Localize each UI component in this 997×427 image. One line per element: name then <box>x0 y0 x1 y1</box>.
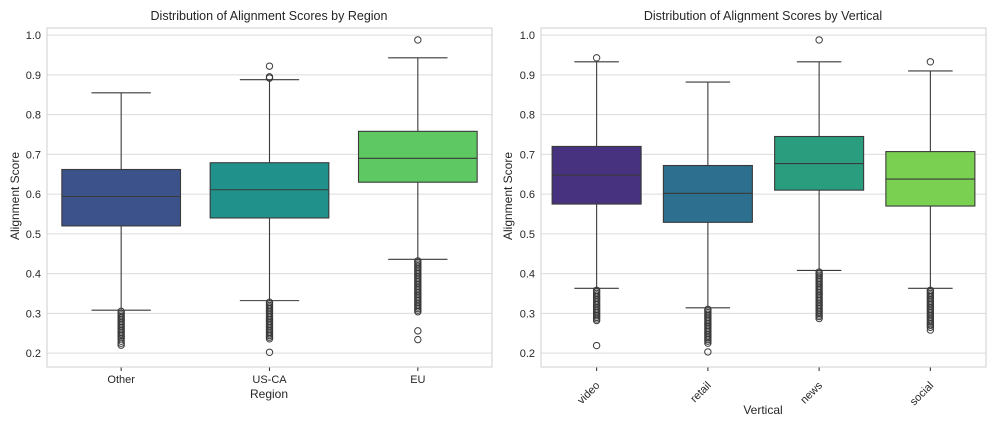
outlier-point <box>117 341 125 349</box>
x-tick-label: retail <box>688 380 713 405</box>
iqr-box <box>209 162 330 219</box>
x-tick-label: video <box>575 380 602 407</box>
x-tick-label: US-CA <box>252 374 287 386</box>
outlier-point <box>265 73 274 81</box>
vertical-boxplot-panel: Distribution of Alignment Scores by Vert… <box>501 9 987 417</box>
outlier-point <box>265 335 274 343</box>
y-tick-label: 0.8 <box>26 110 41 122</box>
outlier-point <box>414 327 422 335</box>
y-tick-label: 0.3 <box>26 308 41 320</box>
vertical-x-axis-label: Vertical <box>743 403 782 417</box>
box-social <box>885 58 976 334</box>
iqr-box <box>662 164 753 223</box>
y-tick-label: 1.0 <box>26 30 41 42</box>
outlier-point <box>414 308 422 316</box>
box-Other <box>61 92 182 349</box>
outlier-point <box>926 321 935 329</box>
x-tick-label: Other <box>107 374 135 386</box>
box-US-CA <box>209 62 330 356</box>
y-tick-label: 0.4 <box>26 269 41 281</box>
x-tick-label: news <box>798 379 825 406</box>
outlier-point <box>414 335 422 344</box>
box-retail <box>662 81 753 356</box>
y-tick-label: 0.5 <box>26 229 41 241</box>
outlier-point <box>926 323 935 331</box>
outlier-point <box>704 339 712 347</box>
outlier-point <box>926 58 935 66</box>
region-boxplot-panel: Distribution of Alignment Scores by Regi… <box>8 9 493 401</box>
outlier-point <box>592 316 601 325</box>
outlier-point <box>592 341 601 350</box>
y-tick-label: 0.4 <box>520 269 535 281</box>
y-tick-label: 0.3 <box>520 308 535 320</box>
region-plot-frame <box>46 27 493 368</box>
box-video <box>551 54 642 350</box>
y-tick-label: 0.2 <box>520 348 535 360</box>
box-news <box>774 36 865 323</box>
box-EU <box>357 36 478 344</box>
vertical-y-axis-label: Alignment Score <box>501 152 515 240</box>
outlier-point <box>815 312 823 321</box>
outlier-point <box>117 337 125 345</box>
region-y-axis-label: Alignment Score <box>8 152 22 240</box>
iqr-box <box>357 130 478 183</box>
outlier-point <box>815 36 823 44</box>
y-tick-label: 0.6 <box>520 189 535 201</box>
y-tick-label: 0.8 <box>520 110 535 122</box>
y-tick-label: 0.6 <box>26 189 41 201</box>
outlier-point <box>926 326 935 334</box>
y-tick-label: 0.7 <box>520 149 535 161</box>
region-x-axis-label: Region <box>250 387 288 401</box>
y-tick-label: 0.7 <box>26 149 41 161</box>
x-tick-label: social <box>908 380 936 408</box>
outlier-point <box>815 314 823 323</box>
outlier-point <box>704 348 712 356</box>
outlier-point <box>117 339 125 347</box>
vertical-plot-frame <box>540 27 987 368</box>
y-tick-label: 0.9 <box>520 70 535 82</box>
outlier-point <box>414 36 422 44</box>
iqr-box <box>61 168 182 227</box>
y-tick-label: 1.0 <box>520 30 535 42</box>
x-tick-label: EU <box>410 374 425 386</box>
y-tick-label: 0.2 <box>26 348 41 360</box>
outlier-point <box>265 348 274 356</box>
y-tick-label: 0.5 <box>520 229 535 241</box>
y-tick-label: 0.9 <box>26 70 41 82</box>
region-chart-title: Distribution of Alignment Scores by Regi… <box>151 9 388 23</box>
outlier-point <box>592 54 601 62</box>
vertical-chart-title: Distribution of Alignment Scores by Vert… <box>644 9 882 23</box>
outlier-point <box>265 62 274 70</box>
outlier-point <box>704 337 712 345</box>
